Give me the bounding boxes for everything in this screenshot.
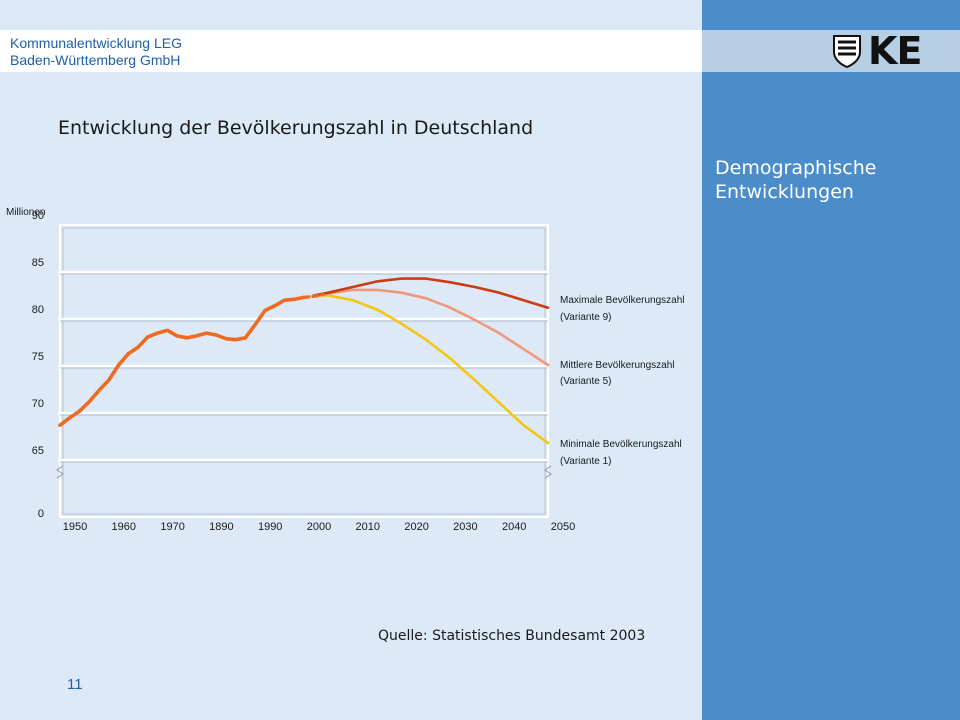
section-title-line-1: Demographische [715,157,877,179]
legend-min-name: Minimale Bevölkerungszahl [560,439,682,450]
legend-max-sublabel: (Variante 9) [560,312,612,323]
series-line-max [312,277,550,309]
x-tick-label: 2020 [404,521,428,533]
logo-text: KE [868,29,922,73]
legend-mid-name: Mittlere Bevölkerungszahl [560,360,675,371]
plot-frame [59,224,549,518]
slide-title: Entwicklung der Bevölkerungszahl in Deut… [58,117,534,139]
y-tick-label: 70 [32,398,44,410]
y-tick-label: 80 [32,304,44,316]
right-panel [702,0,960,720]
y-tick-label: 0 [38,508,44,520]
y-axis-label: Millionen [6,207,45,218]
legend-mid-sublabel: (Variante 5) [560,376,612,387]
x-tick-labels: 1950 1960 1970 1890 1990 2000 2010 2020 2030 2040… [63,521,575,533]
y-tick-label: 75 [32,351,44,363]
population-chart: Millionen 0 65 70 75 80 85 90 1950 1960 1970 1890… [6,207,685,533]
x-tick-label: 1970 [160,521,184,533]
section-title-line-2: Entwicklungen [715,181,854,203]
company-line-2: Baden-Württemberg GmbH [10,52,181,68]
chart-legend: Maximale Bevölkerungszahl (Variante 9) M… [560,295,685,467]
series-line-mid [312,288,550,367]
legend-min-sublabel: (Variante 1) [560,456,612,467]
y-tick-label: 85 [32,257,44,269]
series-line-historical [58,295,306,427]
x-tick-label: 1890 [209,521,233,533]
legend-max-name: Maximale Bevölkerungszahl [560,295,685,306]
chart-lines [58,277,550,445]
page-number: 11 [67,676,83,693]
x-tick-label: 2010 [356,521,380,533]
company-name: Kommunalentwicklung LEG Baden-Württember… [10,35,182,69]
axis-break-icon [543,465,553,479]
section-title: Demographische Entwicklungen [715,156,876,204]
chart-grid [55,224,553,518]
logo-box [702,30,960,72]
x-tick-label: 1950 [63,521,87,533]
x-tick-label: 2000 [307,521,331,533]
plot-frame-inner [62,227,546,515]
x-tick-label: 1960 [112,521,136,533]
series-line-min [312,294,550,445]
y-tick-label: 90 [32,210,44,222]
coat-of-arms-icon [833,35,861,68]
x-tick-label: 2050 [551,521,575,533]
company-line-1: Kommunalentwicklung LEG [10,35,182,51]
axis-break-icon [55,465,65,479]
source-note: Quelle: Statistisches Bundesamt 2003 [378,628,646,644]
header-band [0,30,702,72]
x-tick-label: 2040 [502,521,526,533]
series-line-projection_shared [302,293,326,299]
y-tick-labels: 0 65 70 75 80 85 90 [32,210,44,520]
y-tick-label: 65 [32,445,44,457]
logo: KE [832,29,922,73]
x-tick-label: 2030 [453,521,477,533]
x-tick-label: 1990 [258,521,282,533]
